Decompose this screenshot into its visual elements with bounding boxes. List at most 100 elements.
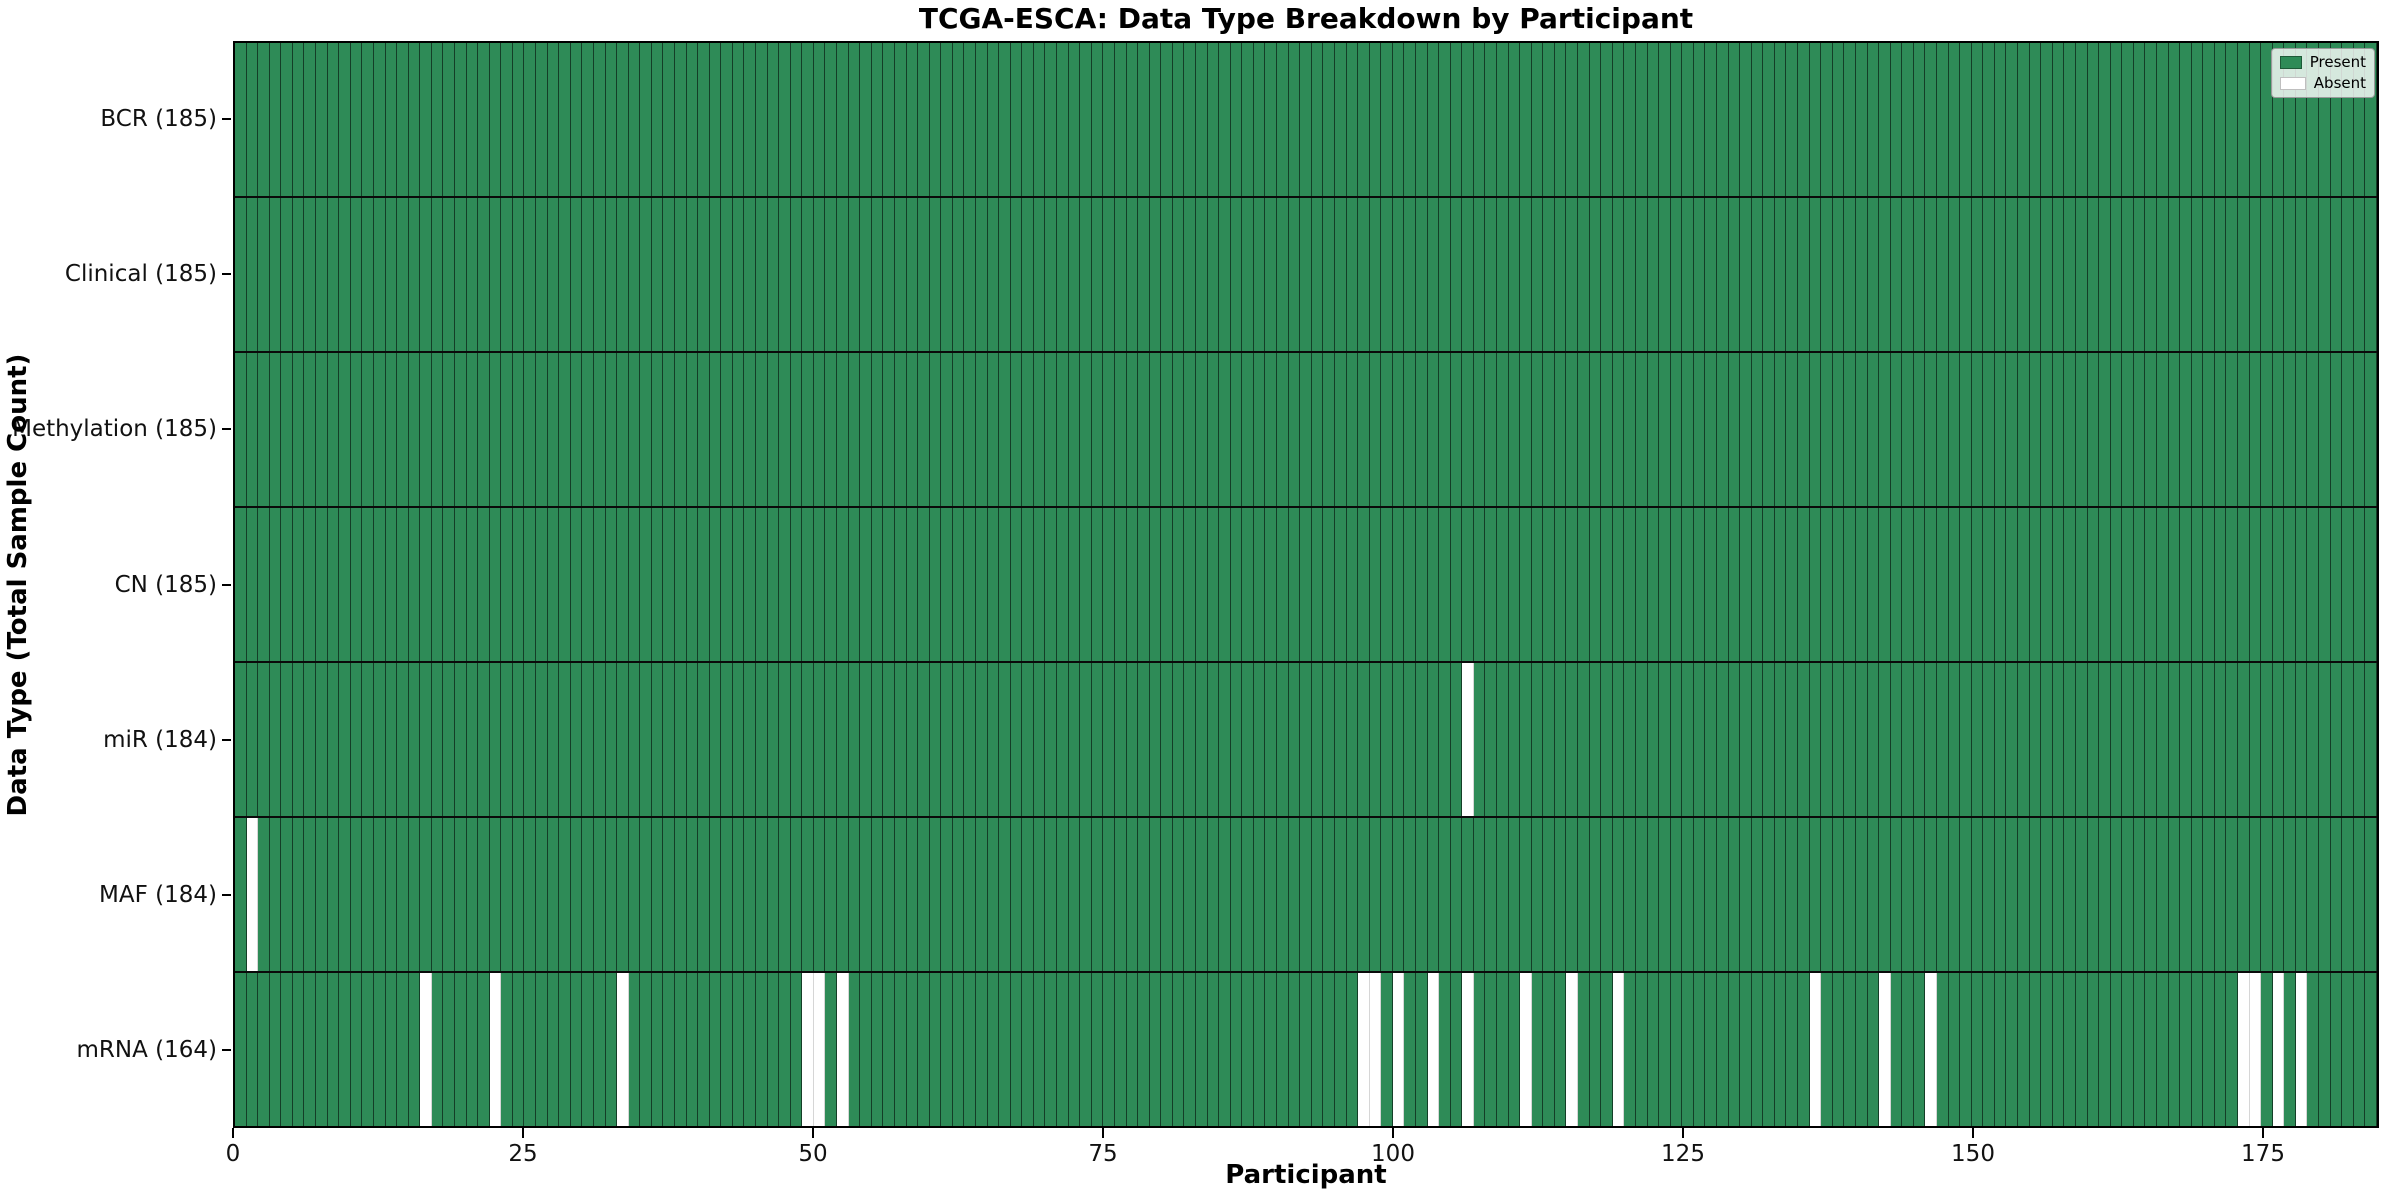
heatmap-cell bbox=[1473, 663, 1486, 816]
heatmap-cell bbox=[883, 663, 895, 816]
heatmap-cell bbox=[1427, 353, 1440, 506]
heatmap-cell bbox=[2261, 973, 2273, 1126]
heatmap-cell bbox=[1994, 43, 2007, 196]
heatmap-cell bbox=[894, 973, 907, 1126]
heatmap-cell bbox=[1693, 818, 1706, 971]
heatmap-cell bbox=[848, 663, 861, 816]
heatmap-cell bbox=[1207, 43, 1220, 196]
heatmap-cell bbox=[235, 43, 247, 196]
xtick-mark bbox=[1102, 1128, 1104, 1138]
heatmap-cell bbox=[1531, 818, 1544, 971]
heatmap-cell bbox=[628, 663, 641, 816]
heatmap-cell bbox=[1161, 353, 1173, 506]
heatmap-cell bbox=[2029, 508, 2042, 661]
heatmap-cell bbox=[362, 663, 374, 816]
heatmap-cell bbox=[2330, 663, 2343, 816]
heatmap-cell bbox=[999, 508, 1011, 661]
heatmap-cell bbox=[2168, 508, 2181, 661]
heatmap-cell bbox=[1207, 818, 1220, 971]
heatmap-cell bbox=[1184, 663, 1196, 816]
heatmap-cell bbox=[825, 508, 838, 661]
heatmap-cell bbox=[1936, 818, 1949, 971]
heatmap-cell bbox=[698, 198, 710, 351]
heatmap-cell bbox=[883, 818, 895, 971]
heatmap-cell bbox=[1103, 973, 1115, 1126]
heatmap-cell bbox=[1844, 43, 1856, 196]
heatmap-cell bbox=[987, 43, 1000, 196]
heatmap-cell bbox=[1497, 973, 1509, 1126]
heatmap-cell bbox=[2006, 43, 2019, 196]
heatmap-cell bbox=[304, 663, 317, 816]
heatmap-cell bbox=[1902, 43, 1914, 196]
heatmap-cell bbox=[559, 663, 571, 816]
heatmap-cell bbox=[1879, 353, 1891, 506]
heatmap-cell bbox=[431, 198, 444, 351]
heatmap-cell bbox=[640, 663, 652, 816]
heatmap-cell bbox=[721, 973, 733, 1126]
heatmap-cell bbox=[466, 43, 479, 196]
heatmap-cell bbox=[443, 43, 455, 196]
heatmap-cell bbox=[1971, 353, 1984, 506]
heatmap-cell bbox=[547, 818, 560, 971]
heatmap-cell bbox=[489, 818, 502, 971]
heatmap-cell bbox=[1855, 508, 1868, 661]
heatmap-cell bbox=[2319, 818, 2331, 971]
heatmap-cell bbox=[1647, 663, 1660, 816]
heatmap-cell bbox=[837, 818, 849, 971]
heatmap-cell bbox=[1902, 973, 1914, 1126]
heatmap-cell bbox=[2342, 508, 2354, 661]
heatmap-cell bbox=[1821, 43, 1833, 196]
heatmap-cell bbox=[2029, 43, 2042, 196]
heatmap-cell bbox=[941, 43, 953, 196]
heatmap-cell bbox=[1855, 353, 1868, 506]
heatmap-cell bbox=[1369, 818, 1382, 971]
heatmap-cell bbox=[1948, 663, 1961, 816]
heatmap-cell bbox=[1473, 198, 1486, 351]
heatmap-cell bbox=[443, 818, 455, 971]
heatmap-cell bbox=[2249, 198, 2262, 351]
heatmap-cell bbox=[2145, 818, 2157, 971]
heatmap-cell bbox=[1103, 198, 1115, 351]
heatmap-cell bbox=[1265, 508, 1278, 661]
heatmap-cell bbox=[686, 353, 699, 506]
heatmap-cell bbox=[640, 973, 652, 1126]
heatmap-cell bbox=[1114, 973, 1127, 1126]
heatmap-cell bbox=[1578, 353, 1590, 506]
heatmap-cell bbox=[2203, 508, 2215, 661]
heatmap-cell bbox=[397, 973, 409, 1126]
heatmap-cell bbox=[837, 973, 849, 1126]
heatmap-cell bbox=[1543, 198, 1555, 351]
heatmap-cell bbox=[651, 663, 664, 816]
heatmap-cell bbox=[1936, 973, 1949, 1126]
heatmap-cell bbox=[1138, 508, 1150, 661]
heatmap-cell bbox=[1994, 508, 2007, 661]
heatmap-cell bbox=[1172, 973, 1185, 1126]
heatmap-cell bbox=[1647, 973, 1660, 1126]
heatmap-cell bbox=[732, 663, 745, 816]
heatmap-cell bbox=[871, 508, 884, 661]
heatmap-cell bbox=[478, 818, 490, 971]
heatmap-cell bbox=[2110, 508, 2123, 661]
heatmap-cell bbox=[813, 353, 826, 506]
heatmap-cell bbox=[547, 43, 560, 196]
heatmap-cell bbox=[1740, 508, 1752, 661]
heatmap-cell bbox=[1415, 353, 1428, 506]
heatmap-cell bbox=[420, 353, 432, 506]
heatmap-cell bbox=[1763, 818, 1775, 971]
heatmap-cell bbox=[1809, 973, 1822, 1126]
heatmap-cell bbox=[1404, 973, 1416, 1126]
heatmap-cell bbox=[709, 973, 722, 1126]
heatmap-cell bbox=[2249, 973, 2262, 1126]
xtick-mark bbox=[1972, 1128, 1974, 1138]
heatmap-cell bbox=[1045, 973, 1058, 1126]
heatmap-cell bbox=[1450, 663, 1463, 816]
heatmap-cell bbox=[570, 198, 583, 351]
heatmap-cell bbox=[2261, 818, 2273, 971]
heatmap-cell bbox=[1114, 353, 1127, 506]
heatmap-cell bbox=[1149, 43, 1162, 196]
heatmap-cell bbox=[2180, 198, 2192, 351]
heatmap-cell bbox=[2272, 818, 2285, 971]
heatmap-cell bbox=[397, 508, 409, 661]
heatmap-cell bbox=[1867, 663, 1880, 816]
heatmap-cell bbox=[489, 663, 502, 816]
